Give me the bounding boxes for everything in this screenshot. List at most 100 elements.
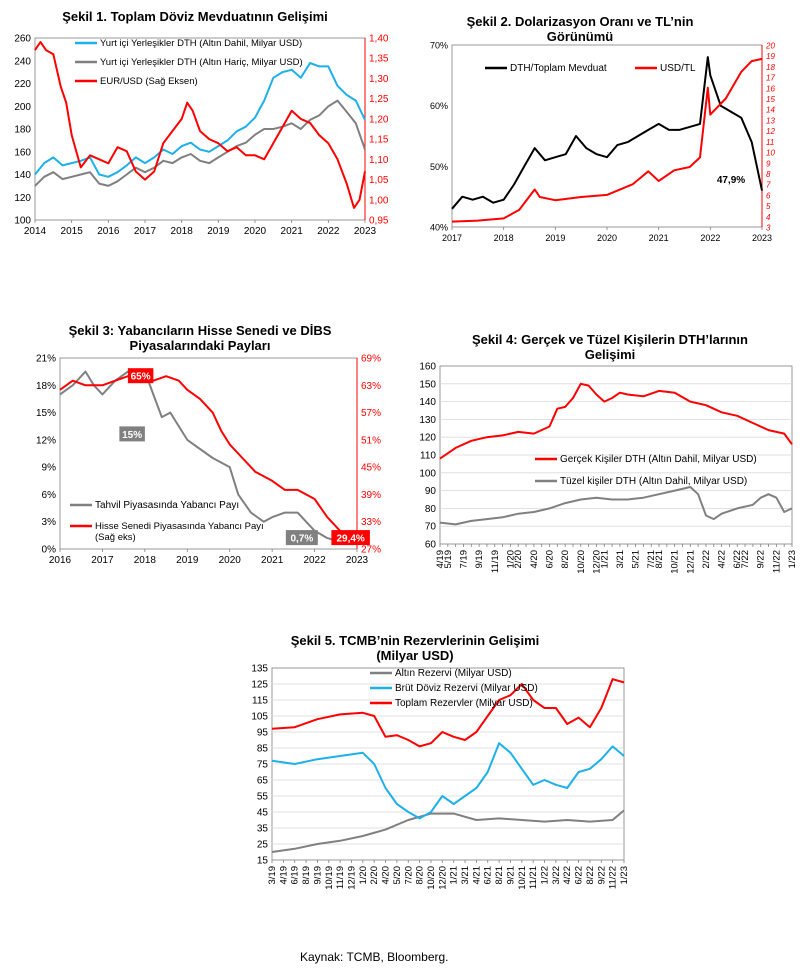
legend-label-2: Toplam Rezervler (Milyar USD) bbox=[395, 698, 533, 709]
chart-3: Şekil 3: Yabancıların Hisse Senedi ve Dİ… bbox=[0, 315, 400, 585]
y-right-tick-label: 18 bbox=[766, 63, 775, 72]
y-right-tick-label: 17 bbox=[766, 74, 775, 83]
x-tick-label: 12/20 bbox=[591, 550, 602, 574]
y-left-tick-label: 140 bbox=[419, 397, 436, 408]
chart-2-title: Şekil 2. Dolarizasyon Oranı ve TL’nin Gö… bbox=[466, 14, 694, 44]
y-right-tick-label: 5 bbox=[766, 202, 771, 211]
x-tick-label: 10/19 bbox=[324, 866, 335, 890]
series-line-1 bbox=[59, 375, 358, 540]
x-tick-label: 6/22 bbox=[732, 550, 743, 569]
chart-4-svg: 60 70 80 90 100 110 120 130 140 150 160 4/195/19 7/1… bbox=[419, 362, 798, 574]
x-tick-label: 2021 bbox=[281, 226, 304, 237]
x-tick-label: 2019 bbox=[545, 233, 565, 243]
y-right-tick-label: 1,20 bbox=[369, 114, 389, 125]
series-line-0 bbox=[34, 62, 366, 178]
x-tick-label: 11/21 bbox=[528, 866, 539, 889]
data-label-bg-0 bbox=[127, 368, 154, 384]
x-tick-label: 1/22 bbox=[540, 866, 551, 885]
x-tick-label: 5/21 bbox=[631, 550, 642, 569]
y-right-tick-label: 8 bbox=[766, 170, 771, 179]
x-tick-label: 4/21 bbox=[471, 866, 482, 885]
y-left-tick-label: 70 bbox=[425, 522, 437, 533]
y-left-tick-label: 100 bbox=[14, 216, 31, 227]
y-left-tick-label: 160 bbox=[14, 147, 31, 158]
y-left-tick-label: 65 bbox=[257, 776, 269, 787]
y-left-tick-label: 21% bbox=[36, 354, 56, 365]
y-right-tick-label: 1,35 bbox=[369, 54, 389, 65]
y-right-tick-label: 51% bbox=[361, 435, 381, 446]
y-left-tick-label: 6% bbox=[42, 490, 57, 501]
x-tick-label: 2016 bbox=[49, 555, 72, 566]
x-tick-label: 2020 bbox=[219, 555, 242, 566]
y-left-tick-label: 150 bbox=[419, 379, 436, 390]
data-label-bg-1 bbox=[119, 426, 145, 442]
chart-4: Şekil 4: Gerçek ve Tüzel Kişilerin DTH’l… bbox=[405, 320, 804, 610]
x-tick-label: 5/20 bbox=[392, 866, 403, 885]
series-line-2 bbox=[271, 678, 625, 748]
data-label-bg-3 bbox=[331, 530, 370, 546]
series-line-1 bbox=[439, 486, 793, 526]
x-tick-label: 3/19 bbox=[267, 866, 278, 885]
x-tick-label: 7/22 bbox=[740, 550, 751, 569]
legend-label-1: USD/TL bbox=[660, 63, 696, 74]
y-left-tick-label: 18% bbox=[36, 381, 56, 392]
x-tick-label: 2022 bbox=[700, 233, 720, 243]
legend-label-1: Brüt Döviz Rezervi (Milyar USD) bbox=[395, 683, 538, 694]
x-tick-label: 8/20 bbox=[415, 866, 426, 885]
legend-label-0: Gerçek Kişiler DTH (Altın Dahil, Milyar … bbox=[560, 454, 757, 465]
y-left-tick-label: 3% bbox=[42, 517, 57, 528]
chart-2-svg: 40%50%60%70%3456789101112131415161718192… bbox=[430, 41, 775, 244]
x-tick-label: 1/20 bbox=[358, 866, 369, 885]
legend-label-0: Yurt içi Yerleşikler DTH (Altın Dahil, M… bbox=[100, 38, 302, 49]
y-right-tick-label: 57% bbox=[361, 408, 381, 419]
x-tick-label: 4/22 bbox=[562, 866, 573, 885]
y-left-tick-label: 70% bbox=[430, 41, 448, 51]
y-left-tick-label: 9% bbox=[42, 463, 57, 474]
x-tick-label: 1/20 bbox=[505, 550, 516, 569]
x-tick-label: 2022 bbox=[317, 226, 340, 237]
y-left-tick-label: 85 bbox=[257, 744, 269, 755]
legend-label-1: Hisse Senedi Piyasasında Yabancı Payı bbox=[95, 521, 264, 532]
y-right-tick-label: 27% bbox=[361, 545, 381, 556]
y-right-tick-label: 1,00 bbox=[369, 195, 389, 206]
x-tick-label: 2017 bbox=[91, 555, 114, 566]
plot-area bbox=[451, 44, 763, 228]
series-line-1 bbox=[34, 99, 366, 187]
y-right-tick-label: 15 bbox=[766, 95, 775, 104]
x-tick-label: 7/19 bbox=[458, 550, 469, 569]
series-line-0 bbox=[59, 370, 358, 544]
y-left-tick-label: 240 bbox=[14, 56, 31, 67]
x-tick-label: 2014 bbox=[24, 226, 47, 237]
y-left-tick-label: 260 bbox=[14, 34, 31, 45]
series-line-0 bbox=[451, 56, 763, 210]
annotation-label: 47,9% bbox=[717, 175, 745, 186]
x-tick-label: 2/20 bbox=[369, 866, 380, 885]
y-right-tick-label: 33% bbox=[361, 517, 381, 528]
x-tick-label: 1/21 bbox=[449, 866, 460, 885]
y-left-tick-label: 135 bbox=[251, 664, 268, 675]
x-tick-label: 2019 bbox=[207, 226, 230, 237]
x-tick-label: 2021 bbox=[649, 233, 669, 243]
y-right-tick-label: 9 bbox=[766, 159, 771, 168]
legend-label-1: Tüzel kişiler DTH (Altın Dahil, Milyar U… bbox=[560, 476, 747, 487]
y-left-tick-label: 95 bbox=[257, 728, 269, 739]
x-tick-label: 3/22 bbox=[551, 866, 562, 885]
y-left-tick-label: 60% bbox=[430, 101, 448, 111]
y-left-tick-label: 200 bbox=[14, 102, 31, 113]
x-tick-label: 2023 bbox=[354, 226, 377, 237]
x-tick-label: 6/21 bbox=[483, 866, 494, 885]
y-left-tick-label: 0% bbox=[42, 545, 57, 556]
y-right-tick-label: 7 bbox=[766, 181, 771, 190]
x-tick-label: 8/21 bbox=[494, 866, 505, 885]
source-note: Kaynak: TCMB, Bloomberg. bbox=[300, 950, 449, 964]
x-tick-label: 2020 bbox=[597, 233, 617, 243]
chart-5: Şekil 5. TCMB’nin Rezervlerinin Gelişimi… bbox=[240, 625, 640, 895]
y-right-tick-label: 4 bbox=[766, 213, 771, 222]
y-left-tick-label: 25 bbox=[257, 840, 269, 851]
series-line-1 bbox=[451, 57, 763, 223]
x-tick-label: 6/19 bbox=[290, 866, 301, 885]
x-tick-label: 12/20 bbox=[437, 866, 448, 890]
x-tick-label: 4/22 bbox=[717, 550, 728, 569]
y-left-tick-label: 180 bbox=[14, 125, 31, 136]
